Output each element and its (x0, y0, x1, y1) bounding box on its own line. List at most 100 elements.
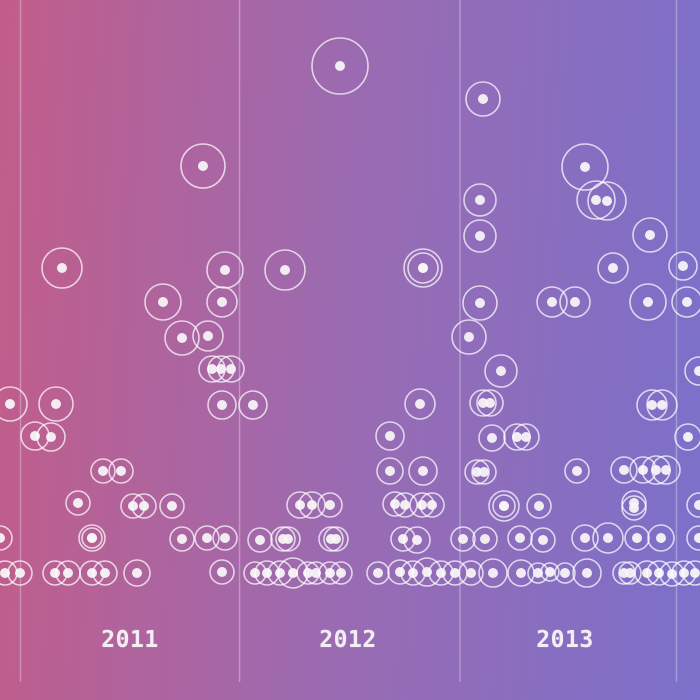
data-point[interactable] (597, 252, 629, 284)
data-point[interactable] (275, 526, 301, 552)
data-point[interactable] (478, 424, 506, 452)
data-point[interactable] (526, 493, 552, 519)
data-point[interactable] (78, 524, 106, 552)
data-point[interactable] (610, 456, 638, 484)
data-point[interactable] (108, 458, 134, 484)
data-point[interactable] (674, 423, 700, 451)
data-point[interactable] (451, 319, 487, 355)
data-point[interactable] (311, 37, 369, 95)
data-point[interactable] (123, 559, 151, 587)
data-point[interactable] (572, 558, 602, 588)
data-point[interactable] (686, 525, 700, 551)
data-point[interactable] (576, 180, 616, 220)
data-point[interactable] (478, 558, 508, 588)
data-point[interactable] (169, 526, 195, 552)
data-point[interactable] (682, 560, 700, 586)
data-point[interactable] (471, 459, 497, 485)
data-point[interactable] (206, 251, 244, 289)
data-point[interactable] (458, 560, 484, 586)
data-point[interactable] (212, 525, 238, 551)
data-point[interactable] (554, 562, 576, 584)
data-point[interactable] (0, 386, 28, 422)
data-point[interactable] (192, 320, 224, 352)
data-point[interactable] (512, 423, 540, 451)
data-point[interactable] (536, 286, 568, 318)
data-point[interactable] (238, 390, 268, 420)
data-point[interactable] (403, 248, 443, 288)
data-point[interactable] (592, 522, 624, 554)
data-point-ring (38, 386, 74, 422)
data-point[interactable] (559, 286, 591, 318)
data-point[interactable] (247, 527, 273, 553)
data-point[interactable] (472, 526, 498, 552)
data-point[interactable] (36, 422, 66, 452)
data-point[interactable] (159, 493, 185, 519)
data-point[interactable] (651, 455, 681, 485)
data-point[interactable] (366, 561, 390, 585)
data-point[interactable] (668, 251, 698, 281)
data-point[interactable] (264, 249, 306, 291)
data-point[interactable] (561, 143, 609, 191)
data-point[interactable] (530, 527, 556, 553)
data-point[interactable] (7, 560, 33, 586)
data-point[interactable] (323, 526, 349, 552)
data-point[interactable] (647, 524, 675, 552)
data-point[interactable] (376, 457, 404, 485)
data-point[interactable] (90, 458, 116, 484)
data-point[interactable] (469, 389, 497, 417)
data-point[interactable] (38, 386, 74, 422)
data-point-dot (100, 568, 110, 578)
data-point[interactable] (621, 495, 647, 521)
data-point[interactable] (0, 525, 13, 551)
data-point[interactable] (144, 283, 182, 321)
data-point[interactable] (684, 356, 700, 386)
data-point[interactable] (20, 421, 50, 451)
data-point[interactable] (390, 526, 416, 552)
data-point[interactable] (180, 143, 226, 189)
data-point-ring (451, 319, 487, 355)
data-point[interactable] (540, 562, 560, 582)
data-point[interactable] (484, 354, 518, 388)
data-point-dot (632, 533, 642, 543)
data-point[interactable] (41, 247, 83, 289)
data-point[interactable] (317, 492, 343, 518)
data-point[interactable] (209, 559, 235, 585)
data-point[interactable] (375, 421, 405, 451)
data-point[interactable] (671, 286, 700, 318)
data-point[interactable] (450, 526, 476, 552)
data-point[interactable] (463, 183, 497, 217)
data-point[interactable] (217, 355, 245, 383)
data-point[interactable] (507, 559, 535, 587)
data-point[interactable] (419, 492, 445, 518)
data-point[interactable] (194, 525, 220, 551)
data-point[interactable] (624, 525, 650, 551)
data-point[interactable] (403, 526, 431, 554)
data-point[interactable] (463, 219, 497, 253)
data-point[interactable] (404, 388, 436, 420)
data-point-ring (36, 422, 66, 452)
data-point-dot (0, 533, 5, 543)
data-point[interactable] (92, 560, 118, 586)
data-point[interactable] (476, 389, 504, 417)
data-point[interactable] (632, 217, 668, 253)
data-point[interactable] (465, 81, 501, 117)
data-point[interactable] (646, 389, 678, 421)
data-point[interactable] (131, 493, 157, 519)
data-point[interactable] (408, 456, 438, 486)
data-point[interactable] (329, 561, 353, 585)
data-point[interactable] (618, 561, 642, 585)
data-point[interactable] (65, 490, 91, 516)
data-point[interactable] (164, 320, 200, 356)
data-point[interactable] (428, 560, 454, 586)
data-point[interactable] (462, 285, 498, 321)
data-point-ring (212, 525, 238, 551)
data-point[interactable] (488, 490, 520, 522)
data-point[interactable] (571, 524, 599, 552)
data-point[interactable] (207, 390, 237, 420)
data-point[interactable] (206, 286, 238, 318)
data-point[interactable] (686, 492, 700, 518)
data-point[interactable] (629, 283, 667, 321)
data-point[interactable] (564, 458, 590, 484)
data-point[interactable] (507, 525, 533, 551)
data-point[interactable] (587, 181, 627, 221)
